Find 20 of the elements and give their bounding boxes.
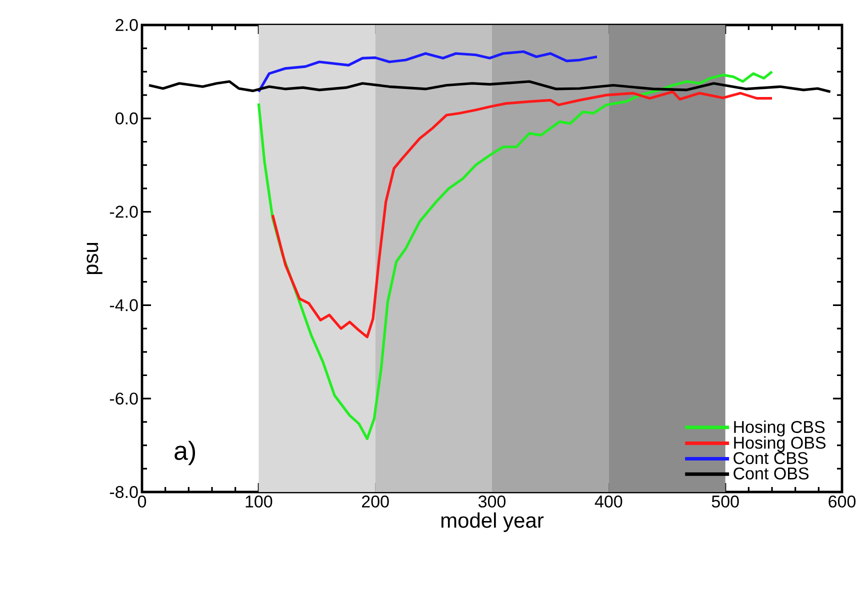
x-tick-label: 300 (478, 496, 506, 508)
legend-label: Hosing CBS (734, 420, 825, 436)
annotation: a) (174, 440, 196, 466)
x-tick-label: 100 (246, 496, 272, 508)
legend-label: Cont OBS (734, 467, 809, 480)
y-tick-label: -2.0 (110, 206, 138, 218)
x-tick-label: 400 (594, 496, 622, 508)
x-tick-label: 200 (362, 496, 389, 508)
x-tick-label: 0 (138, 496, 146, 508)
x-axis-title: model year (441, 512, 544, 532)
y-tick-label: -6.0 (110, 392, 138, 405)
y-tick-label: 0.0 (116, 112, 138, 124)
y-tick-label: 2.0 (116, 18, 138, 32)
y-tick-label: -4.0 (110, 299, 138, 312)
legend-label: Cont CBS (734, 452, 808, 464)
x-tick-label: 600 (828, 496, 856, 508)
legend-label: Hosing OBS (734, 436, 826, 452)
x-tick-label: 500 (712, 496, 739, 508)
y-axis-title: psu (86, 242, 102, 274)
y-tick-label: -8.0 (110, 486, 138, 498)
